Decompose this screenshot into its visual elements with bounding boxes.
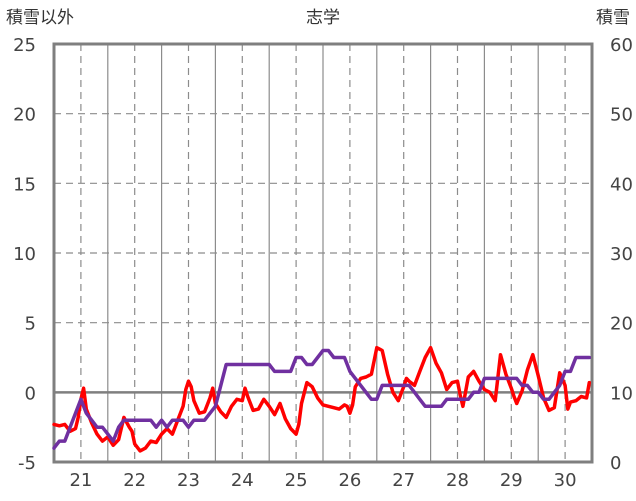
right-axis-ticks: 60 50 40 30 20 10 0 <box>610 35 633 474</box>
grid <box>54 44 592 462</box>
left-axis-ticks: 25 20 15 10 5 0 -5 <box>13 35 36 474</box>
x-tick-label: 22 <box>123 470 146 491</box>
left-tick-label: 15 <box>13 174 36 195</box>
x-tick-label: 24 <box>231 470 254 491</box>
left-tick-label: 25 <box>13 35 36 56</box>
right-tick-label: 40 <box>610 174 633 195</box>
series-line-1 <box>52 345 592 453</box>
chart-title: 志学 <box>306 8 340 28</box>
left-tick-label: 20 <box>13 105 36 126</box>
left-axis-label: 積雪以外 <box>6 8 74 28</box>
x-tick-label: 29 <box>500 470 523 491</box>
right-tick-label: 60 <box>610 35 633 56</box>
right-tick-label: 10 <box>610 383 633 404</box>
plot-area-border <box>52 42 594 464</box>
x-tick-label: 27 <box>392 470 415 491</box>
right-tick-label: 0 <box>610 453 621 474</box>
right-tick-label: 50 <box>610 105 633 126</box>
series-group <box>52 345 592 453</box>
right-tick-label: 30 <box>610 244 633 265</box>
x-tick-label: 21 <box>69 470 92 491</box>
left-tick-label: -5 <box>18 453 36 474</box>
x-axis-ticks: 21 22 23 24 25 26 27 28 29 30 <box>69 470 576 491</box>
x-tick-label: 23 <box>177 470 200 491</box>
left-tick-label: 5 <box>25 314 36 335</box>
left-tick-label: 10 <box>13 244 36 265</box>
x-tick-label: 26 <box>338 470 361 491</box>
left-tick-label: 0 <box>25 383 36 404</box>
x-tick-label: 30 <box>554 470 577 491</box>
series-line-2 <box>52 348 592 450</box>
x-tick-label: 25 <box>285 470 308 491</box>
right-axis-label: 積雪 <box>596 8 630 28</box>
x-tick-label: 28 <box>446 470 469 491</box>
right-tick-label: 20 <box>610 314 633 335</box>
